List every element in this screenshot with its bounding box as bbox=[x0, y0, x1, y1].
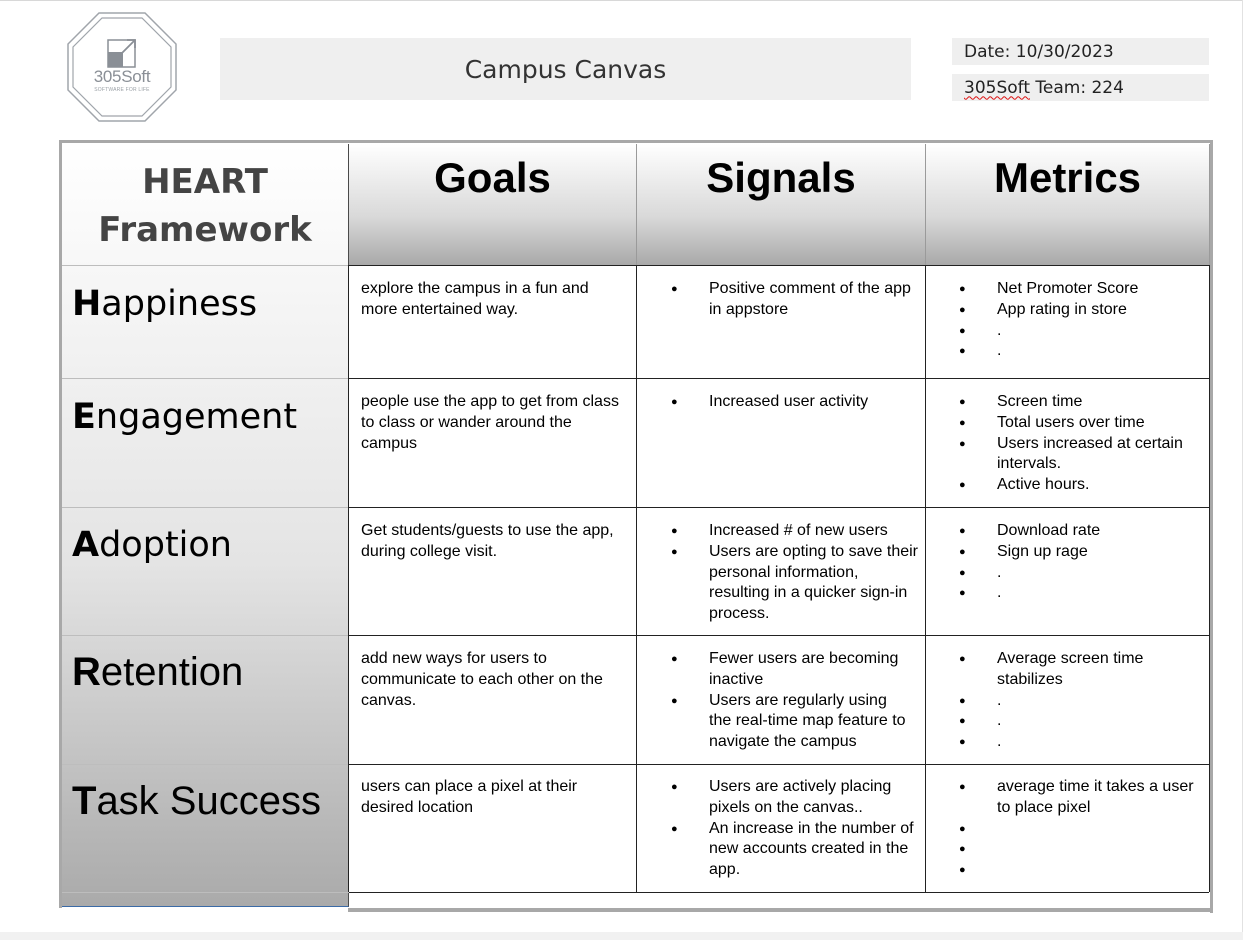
row-label-task-success: Task Success bbox=[72, 779, 321, 824]
metrics-header-cell bbox=[926, 144, 1210, 265]
row-divider bbox=[62, 378, 349, 379]
metrics-cell: Download rate Sign up rage . . bbox=[956, 521, 1201, 604]
list-item: . bbox=[956, 563, 1201, 584]
row-divider bbox=[349, 764, 1209, 765]
row-initial: A bbox=[72, 525, 100, 565]
signals-cell: Increased user activity bbox=[668, 392, 913, 413]
heart-label-column bbox=[62, 144, 349, 907]
signals-column-header: Signals bbox=[706, 154, 856, 201]
list-item bbox=[956, 839, 1201, 860]
row-divider bbox=[349, 635, 1209, 636]
row-label-rest: etention bbox=[100, 650, 244, 694]
list-item: An increase in the number of new account… bbox=[668, 819, 918, 881]
table-border-bottom bbox=[348, 908, 1213, 912]
goal-cell: users can place a pixel at their desired… bbox=[361, 778, 578, 816]
list-item: Average screen time stabilizes bbox=[956, 649, 1201, 691]
team-number: Team: 224 bbox=[1030, 77, 1124, 98]
list-item: Screen time bbox=[956, 392, 1201, 413]
list-item: . bbox=[956, 732, 1201, 753]
list-item: Users increased at certain intervals. bbox=[956, 434, 1201, 476]
heart-header-line: Framework bbox=[98, 210, 312, 250]
row-initial: T bbox=[72, 779, 97, 823]
list-item: Active hours. bbox=[956, 475, 1201, 496]
row-divider bbox=[349, 507, 1209, 508]
list-item: Increased # of new users bbox=[668, 521, 918, 542]
row-divider bbox=[349, 265, 1209, 266]
list-item: Total users over time bbox=[956, 413, 1201, 434]
page-top-border bbox=[0, 0, 1243, 1]
list-item: Download rate bbox=[956, 521, 1201, 542]
table-border-left bbox=[59, 140, 62, 908]
row-label-engagement: Engagement bbox=[72, 397, 297, 437]
metrics-cell: average time it takes a user to place pi… bbox=[956, 777, 1201, 881]
team-field: 305Soft Team: 224 bbox=[952, 74, 1209, 101]
goal-cell: Get students/guests to use the app, duri… bbox=[361, 522, 614, 560]
metrics-column-header: Metrics bbox=[993, 154, 1142, 201]
row-label-adoption: Adoption bbox=[72, 525, 232, 565]
table-border-top bbox=[59, 140, 1213, 143]
list-item: App rating in store bbox=[956, 300, 1201, 321]
column-divider bbox=[636, 265, 637, 892]
row-divider bbox=[62, 635, 349, 636]
metrics-cell: Average screen time stabilizes . . . bbox=[956, 649, 1201, 753]
signals-header-cell bbox=[637, 144, 926, 265]
goals-header-cell bbox=[349, 144, 637, 265]
list-item: . bbox=[956, 583, 1201, 604]
heart-header-line: HEART bbox=[142, 162, 268, 202]
page-bottom-edge bbox=[0, 932, 1243, 940]
list-item: Users are regularly using the real-time … bbox=[668, 691, 913, 753]
row-divider bbox=[62, 507, 349, 508]
row-divider bbox=[62, 892, 349, 893]
goal-cell: explore the campus in a fun and more ent… bbox=[361, 280, 589, 318]
column-divider bbox=[925, 265, 926, 892]
list-item: Fewer users are becoming inactive bbox=[668, 649, 913, 691]
document-title: Campus Canvas bbox=[220, 38, 911, 100]
goal-cell: add new ways for users to communicate to… bbox=[361, 650, 603, 709]
list-item: Increased user activity bbox=[668, 392, 913, 413]
signals-cell: Increased # of new users Users are optin… bbox=[668, 521, 918, 625]
logo-name: 305Soft bbox=[93, 67, 151, 86]
logo-tagline: SOFTWARE FOR LIFE bbox=[94, 87, 150, 93]
list-item bbox=[956, 860, 1201, 881]
list-item: Positive comment of the app in appstore bbox=[668, 279, 913, 321]
company-logo: 305Soft SOFTWARE FOR LIFE bbox=[66, 11, 178, 123]
list-item: Users are opting to save their personal … bbox=[668, 542, 918, 625]
goal-cell: people use the app to get from class to … bbox=[361, 393, 619, 452]
list-item: . bbox=[956, 341, 1201, 362]
row-label-rest: doption bbox=[99, 525, 232, 565]
team-name-spellcheck: 305Soft bbox=[964, 77, 1030, 98]
list-item: Sign up rage bbox=[956, 542, 1201, 563]
date-field: Date: 10/30/2023 bbox=[952, 38, 1209, 65]
row-label-retention: Retention bbox=[72, 650, 243, 695]
list-item: Users are actively placing pixels on the… bbox=[668, 777, 918, 819]
row-initial: H bbox=[72, 284, 102, 324]
logo-octagon-icon bbox=[67, 12, 177, 122]
signals-cell: Users are actively placing pixels on the… bbox=[668, 777, 918, 881]
list-item: . bbox=[956, 321, 1201, 342]
column-divider bbox=[348, 265, 349, 892]
row-initial: R bbox=[72, 650, 101, 694]
row-label-rest: ngagement bbox=[95, 397, 298, 437]
signals-cell: Positive comment of the app in appstore bbox=[668, 279, 913, 321]
row-divider bbox=[349, 892, 1209, 893]
list-item bbox=[956, 819, 1201, 840]
row-initial: E bbox=[72, 397, 96, 437]
column-divider bbox=[1209, 265, 1210, 892]
heart-framework-header: HEART Framework bbox=[62, 158, 348, 254]
metrics-cell: Screen time Total users over time Users … bbox=[956, 392, 1201, 496]
table-border-right bbox=[1210, 142, 1213, 913]
row-divider bbox=[62, 764, 349, 765]
list-item: . bbox=[956, 691, 1201, 712]
row-label-happiness: Happiness bbox=[72, 284, 257, 324]
list-item: average time it takes a user to place pi… bbox=[956, 777, 1201, 819]
list-item: . bbox=[956, 711, 1201, 732]
row-label-rest: appiness bbox=[101, 284, 258, 324]
row-divider bbox=[349, 378, 1209, 379]
row-label-rest: ask Success bbox=[96, 779, 321, 823]
metrics-cell: Net Promoter Score App rating in store .… bbox=[956, 279, 1201, 362]
goals-column-header: Goals bbox=[434, 154, 551, 201]
row-divider bbox=[62, 265, 349, 266]
list-item: Net Promoter Score bbox=[956, 279, 1201, 300]
signals-cell: Fewer users are becoming inactive Users … bbox=[668, 649, 913, 753]
